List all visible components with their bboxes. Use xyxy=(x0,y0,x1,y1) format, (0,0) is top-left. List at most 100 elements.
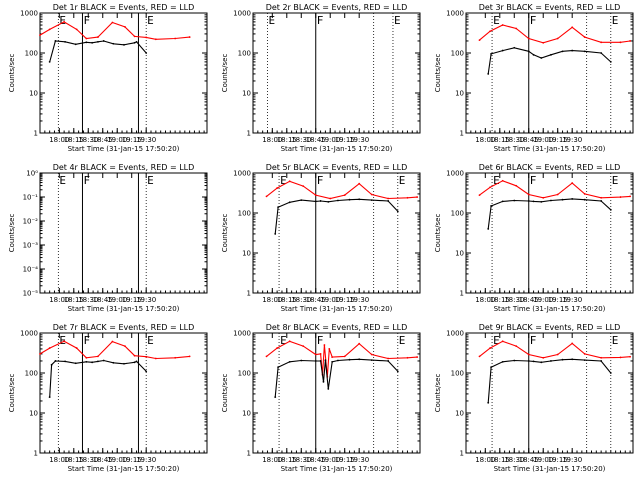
lld-series-line-point xyxy=(501,340,504,343)
x-tick-label: 18:45 xyxy=(306,456,326,464)
events-series-line xyxy=(274,198,399,234)
lld-series-line-point xyxy=(527,353,530,356)
y-tick-label: 10 xyxy=(455,410,464,418)
x-tick-label: 18:15 xyxy=(277,296,297,304)
events-series-line-point xyxy=(501,49,504,52)
detector-panel-1: Det 1r BLACK = Events, RED = LLD 1 10 100 10… xyxy=(8,3,208,153)
events-series-line-point xyxy=(583,50,586,53)
events-series-line-point xyxy=(609,372,612,374)
segment-marker: E xyxy=(399,174,406,187)
x-tick-label: 18:45 xyxy=(93,136,113,144)
y-axis-label: Counts/sec xyxy=(434,54,442,93)
y-tick-label: 1000 xyxy=(446,330,464,338)
x-tick-label: 18:45 xyxy=(306,136,326,144)
segment-marker: E xyxy=(399,334,406,347)
plot-frame xyxy=(252,172,421,294)
x-tick-label: 19:30 xyxy=(136,136,156,144)
events-series-line-point xyxy=(74,43,77,46)
segment-marker: E xyxy=(59,174,66,187)
y-tick-label: 10 xyxy=(242,250,251,258)
events-series-line-point xyxy=(487,73,490,75)
x-tick-label: 18:15 xyxy=(64,296,84,304)
events-series-line-point xyxy=(277,206,279,209)
lld-series-line-point xyxy=(63,20,66,23)
events-series-line xyxy=(487,47,612,74)
detector-panel-9: Det 9r BLACK = Events, RED = LLD 1 10 100 10… xyxy=(434,323,634,473)
y-tick-label: 100 xyxy=(25,50,38,58)
events-series-line-point xyxy=(337,199,339,202)
lld-series-line-point xyxy=(288,180,291,183)
detector-panel-3: Det 3r BLACK = Events, RED = LLD 1 10 100 10… xyxy=(434,3,634,153)
events-series-line xyxy=(487,358,612,403)
lld-series-line-point xyxy=(556,193,559,196)
x-tick-label: 18:00 xyxy=(262,136,282,144)
y-axis-label: Counts/sec xyxy=(8,374,16,413)
events-series-line-point xyxy=(135,360,138,363)
events-series-line xyxy=(487,198,612,229)
lld-series-line-point xyxy=(583,353,586,355)
x-tick-label: 19:30 xyxy=(562,136,582,144)
y-tick-label: 1000 xyxy=(20,10,38,18)
events-series-line-point xyxy=(74,362,77,365)
lld-series-line-point xyxy=(571,26,574,29)
y-tick-label: 1000 xyxy=(233,170,251,178)
plot-frame xyxy=(465,172,634,294)
events-series-line-point xyxy=(133,41,136,44)
lld-series-line-point xyxy=(188,355,191,358)
events-series-line-point xyxy=(490,205,492,207)
lld-series-line-point xyxy=(319,353,322,355)
y-axis-label: Counts/sec xyxy=(8,54,16,93)
panel-title: Det 1r BLACK = Events, RED = LLD xyxy=(53,3,195,12)
y-axis-label: Counts/sec xyxy=(221,214,229,253)
events-series-line-point xyxy=(324,359,327,362)
lld-series-line-point xyxy=(515,27,518,30)
y-tick-label: 1 xyxy=(34,130,38,138)
lld-series-line-point xyxy=(542,356,545,359)
panel-title: Det 4r BLACK = Events, RED = LLD xyxy=(53,163,195,172)
lld-series-line-point xyxy=(343,355,346,358)
events-series-line-point xyxy=(487,401,490,404)
segment-marker: E xyxy=(147,174,154,187)
panel-title: Det 7r BLACK = Events, RED = LLD xyxy=(53,323,195,332)
x-tick-label: 19:00 xyxy=(533,136,553,144)
events-series-line-point xyxy=(387,200,390,202)
events-series-line-point xyxy=(102,359,105,362)
lld-series-line-point xyxy=(329,197,332,200)
y-tick-label: 10⁻⁵ xyxy=(23,290,39,298)
lld-series-line-point xyxy=(85,356,88,359)
events-series-line-point xyxy=(540,57,543,59)
y-tick-label: 100 xyxy=(25,370,38,378)
events-series-line xyxy=(49,359,147,398)
lld-series-line-point xyxy=(629,195,632,198)
segment-marker: E xyxy=(612,334,619,347)
x-tick-label: 19:15 xyxy=(122,296,142,304)
events-series-line-point xyxy=(600,52,603,54)
events-series-line-point xyxy=(487,228,490,230)
x-axis-label: Start Time (31-Jan-15 17:50:20) xyxy=(494,465,606,473)
plot-frame xyxy=(465,332,634,454)
x-tick-label: 19:15 xyxy=(548,136,568,144)
events-series-line-point xyxy=(348,198,351,201)
lld-series-line-point xyxy=(583,193,586,195)
x-tick-label: 18:00 xyxy=(49,136,69,144)
detector-panel-8: Det 8r BLACK = Events, RED = LLD 1 10 100 10… xyxy=(221,323,421,473)
segment-marker: E xyxy=(493,14,500,27)
x-tick-label: 18:15 xyxy=(490,296,510,304)
lld-series-line-point xyxy=(39,353,41,355)
y-tick-label: 100 xyxy=(451,370,464,378)
x-tick-label: 18:15 xyxy=(277,456,297,464)
events-series-line-point xyxy=(133,361,136,364)
x-tick-label: 19:30 xyxy=(562,296,582,304)
plot-frame xyxy=(39,12,208,134)
plot-frame xyxy=(252,332,421,454)
lld-series-line-point xyxy=(97,36,99,38)
x-axis-label: Start Time (31-Jan-15 17:50:20) xyxy=(68,305,180,313)
lld-series-line-point xyxy=(571,182,574,184)
lld-series-line-point xyxy=(39,34,41,37)
y-tick-label: 10⁻¹ xyxy=(23,194,39,202)
events-series-line-point xyxy=(550,360,552,362)
panel-title: Det 3r BLACK = Events, RED = LLD xyxy=(479,3,621,12)
x-tick-label: 18:30 xyxy=(291,456,311,464)
events-series-line-point xyxy=(358,358,361,361)
events-series-line-point xyxy=(97,360,99,363)
